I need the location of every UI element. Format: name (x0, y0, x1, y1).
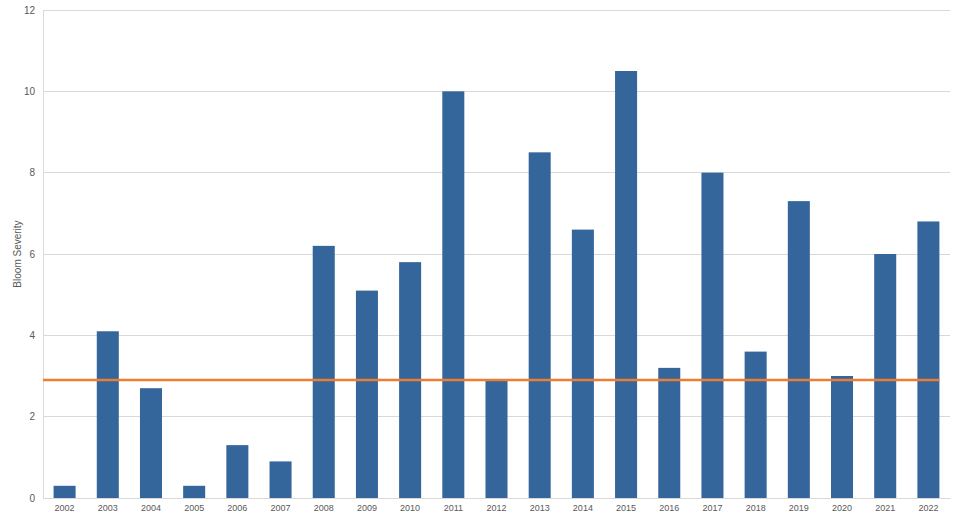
x-tick-label: 2008 (314, 503, 334, 513)
x-tick-label: 2005 (184, 503, 204, 513)
y-tick: 8 (29, 167, 43, 178)
bar (54, 486, 76, 498)
x-tick: 2012 (486, 498, 506, 513)
bar (183, 486, 205, 498)
bar (658, 368, 680, 498)
y-axis-title: Bloom Severity (12, 220, 23, 287)
x-tick: 2004 (141, 498, 161, 513)
y-tick: 4 (29, 330, 43, 341)
y-tick: 2 (29, 411, 43, 422)
x-axis-line (44, 498, 951, 499)
chart: 0246810122002200320042005200620072008200… (0, 0, 960, 522)
grid-line (43, 172, 950, 173)
x-tick-label: 2014 (573, 503, 593, 513)
x-tick: 2005 (184, 498, 204, 513)
y-tick-label: 10 (24, 86, 36, 97)
grid-line (43, 91, 950, 92)
bar (572, 230, 594, 498)
bar (745, 352, 767, 498)
x-tick: 2014 (573, 498, 593, 513)
plot: 0246810122002200320042005200620072008200… (24, 5, 951, 514)
x-tick: 2018 (746, 498, 766, 513)
x-tick: 2019 (789, 498, 809, 513)
x-tick-label: 2015 (616, 503, 636, 513)
bar (485, 380, 507, 498)
y-tick: 6 (29, 249, 43, 260)
grid-line (43, 335, 950, 336)
x-tick: 2007 (271, 498, 291, 513)
x-tick: 2021 (875, 498, 895, 513)
bar (701, 173, 723, 498)
x-axis: 2002 2003 2004 2005 2006 2007 2008 2009 2010 2011… (44, 498, 951, 513)
x-tick-label: 2003 (98, 503, 118, 513)
x-tick: 2002 (55, 498, 75, 513)
y-tick: 10 (24, 86, 43, 97)
x-tick-label: 2009 (357, 503, 377, 513)
bar (313, 246, 335, 498)
bar (270, 461, 292, 498)
x-tick-label: 2017 (702, 503, 722, 513)
marks (43, 71, 939, 498)
grid-line (43, 254, 950, 255)
x-tick-label: 2004 (141, 503, 161, 513)
bar (356, 291, 378, 498)
bar (226, 445, 248, 498)
x-tick: 2022 (918, 498, 938, 513)
grid (43, 10, 950, 498)
x-tick: 2013 (530, 498, 550, 513)
x-tick: 2008 (314, 498, 334, 513)
x-tick-label: 2011 (444, 503, 463, 513)
y-axis-line (43, 11, 44, 499)
x-tick: 2006 (227, 498, 247, 513)
x-tick-label: 2002 (55, 503, 75, 513)
y-tick: 12 (24, 5, 43, 16)
x-tick-label: 2007 (271, 503, 291, 513)
y-tick: 0 (29, 493, 43, 504)
x-tick: 2009 (357, 498, 377, 513)
bar (917, 221, 939, 498)
reference-line (43, 379, 939, 382)
y-tick-label: 6 (29, 249, 35, 260)
x-tick-label: 2012 (486, 503, 506, 513)
x-tick-label: 2020 (832, 503, 852, 513)
x-tick: 2020 (832, 498, 852, 513)
x-tick-label: 2021 (875, 503, 895, 513)
x-tick: 2003 (98, 498, 118, 513)
bar (615, 71, 637, 498)
bar (529, 152, 551, 498)
bar (97, 331, 119, 498)
x-tick-label: 2010 (400, 503, 420, 513)
x-tick-label: 2016 (659, 503, 679, 513)
x-tick: 2010 (400, 498, 420, 513)
x-tick: 2015 (616, 498, 636, 513)
y-tick-label: 8 (29, 167, 35, 178)
x-tick: 2016 (659, 498, 679, 513)
bar (874, 254, 896, 498)
bar (831, 376, 853, 498)
x-tick: 2017 (702, 498, 722, 513)
bar (442, 91, 464, 498)
y-tick-label: 2 (29, 411, 35, 422)
x-tick-label: 2019 (789, 503, 809, 513)
x-tick-label: 2018 (746, 503, 766, 513)
y-axis: 0 2 4 6 8 10 12 (24, 5, 44, 504)
bar (788, 201, 810, 498)
grid-line (43, 10, 950, 11)
x-tick-label: 2013 (530, 503, 550, 513)
y-tick-label: 0 (29, 493, 35, 504)
x-tick-label: 2006 (227, 503, 247, 513)
bar (140, 388, 162, 498)
x-tick-label: 2022 (918, 503, 938, 513)
x-tick: 2011 (444, 498, 463, 513)
y-tick-label: 4 (29, 330, 35, 341)
y-tick-label: 12 (24, 5, 36, 16)
